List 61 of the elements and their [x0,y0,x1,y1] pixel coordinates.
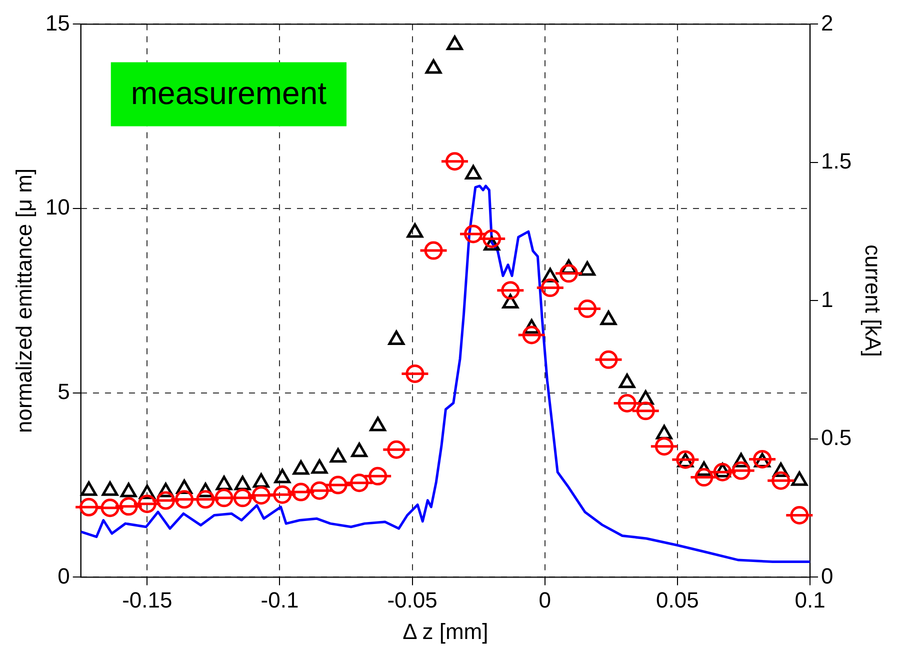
point [522,326,541,344]
point [292,482,310,502]
y-tick-label: 10 [45,194,70,220]
point [388,330,405,346]
point [464,224,483,244]
point [310,481,329,500]
y-tick-label: 0 [58,563,70,588]
point [618,374,636,388]
x-tick-label: -0.05 [387,587,438,612]
y2-tick-label: 1.5 [821,148,852,174]
point [100,498,120,518]
point [328,476,348,494]
point [368,466,388,486]
point [559,264,578,283]
point [482,230,502,248]
x-tick-label: -0.15 [122,587,172,612]
x-tick-label: -0.1 [260,587,299,612]
point [540,278,560,298]
point [138,494,156,514]
point [732,461,750,480]
point [578,300,597,318]
point [618,394,636,412]
point [636,402,655,420]
point [350,474,369,492]
point [119,497,138,516]
y2-axis-title: current [kA] [860,244,886,357]
y2-tick-label: 0.5 [821,425,852,450]
y-tick-label: 5 [58,378,70,404]
y-tick-label: 15 [45,10,70,36]
x-tick-label: 0 [538,587,551,612]
y2-tick-label: 1 [821,286,834,312]
point [694,468,714,487]
point [175,490,194,509]
point [446,36,463,50]
point [713,462,732,482]
point [501,281,520,300]
point [654,437,674,456]
y-axis-title: normalized emittance [μ m] [11,168,36,433]
point [406,223,424,238]
point [273,485,292,504]
point [252,486,270,505]
point [425,59,442,74]
x-axis-title: Δ z [mm] [402,618,488,644]
annotation: measurement [130,75,327,112]
point [156,491,175,510]
point [387,440,406,459]
x-tick-label: 0.1 [794,587,826,612]
point [599,350,618,369]
y2-tick-label: 0 [821,563,834,588]
point [233,488,252,508]
x-tick-label: 0.05 [656,587,699,612]
point [772,471,790,490]
point [424,241,443,260]
point [196,490,215,509]
point [214,488,234,508]
point [600,310,617,326]
point [80,498,98,516]
y2-tick-label: 2 [821,10,834,36]
point [465,165,482,180]
point [406,364,424,383]
point [790,506,809,525]
